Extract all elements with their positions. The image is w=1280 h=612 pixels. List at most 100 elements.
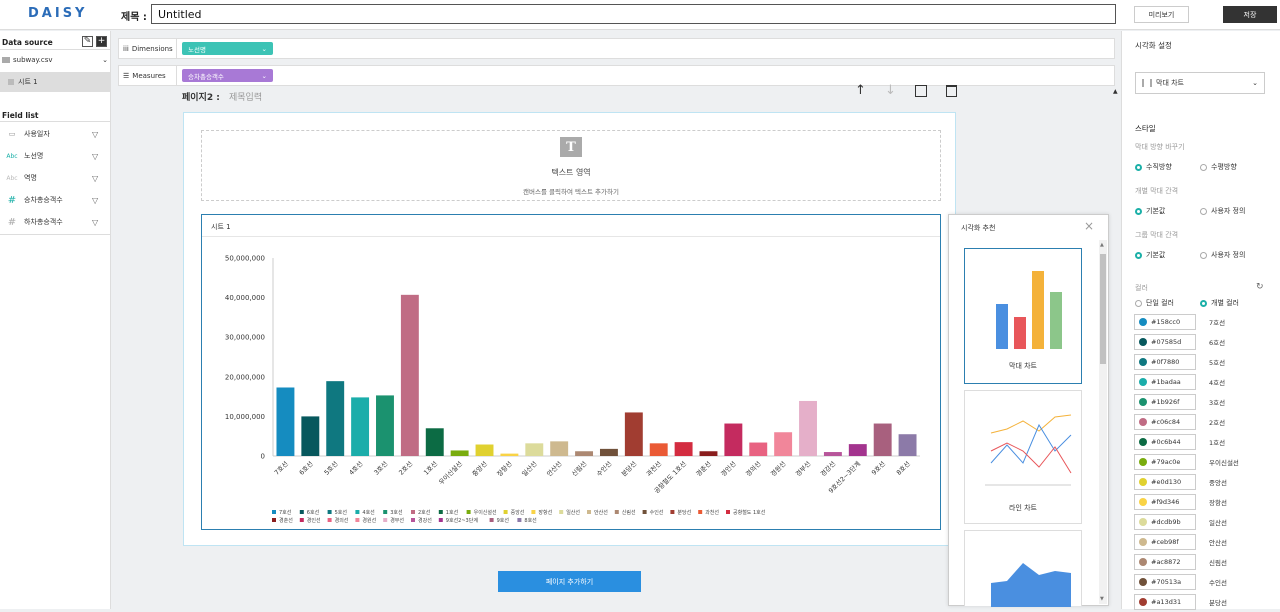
color-row[interactable]: #0f7880 5호선 <box>1134 352 1262 372</box>
color-row[interactable]: #a13d31 분당선 <box>1134 592 1262 612</box>
sheet-card[interactable] <box>201 214 941 530</box>
filter-icon[interactable]: ▽ <box>92 217 99 227</box>
thumb-bar <box>1032 271 1044 349</box>
reco-area-chart-card[interactable] <box>964 530 1082 607</box>
sheet-item[interactable]: 시트 1 <box>0 72 110 92</box>
color-swatch-input[interactable]: #f9d346 <box>1134 494 1196 510</box>
filter-icon[interactable]: ▽ <box>92 129 99 139</box>
color-swatch-input[interactable]: #e0d130 <box>1134 474 1196 490</box>
color-swatch-input[interactable]: #dcdb9b <box>1134 514 1196 530</box>
reco-bar-chart-card[interactable]: 막대 차트 <box>964 248 1082 384</box>
color-swatch-input[interactable]: #c06c84 <box>1134 414 1196 430</box>
color-swatch-input[interactable]: #0f7880 <box>1134 354 1196 370</box>
save-button[interactable]: 저장 <box>1223 6 1277 23</box>
field-item[interactable]: Abc 노선명 ▽ <box>0 145 110 167</box>
preview-button[interactable]: 미리보기 <box>1134 6 1189 23</box>
chevron-down-icon[interactable]: ⌄ <box>261 44 267 53</box>
add-page-button[interactable]: 페이지 추가하기 <box>498 571 641 592</box>
measure-pill[interactable]: 승차총승객수 ⌄ <box>182 69 273 82</box>
color-row[interactable]: #1badaa 4호선 <box>1134 372 1262 392</box>
color-series-label: 2호선 <box>1209 419 1226 427</box>
chevron-down-icon[interactable]: ⌄ <box>102 56 108 64</box>
y-tick-label: 10,000,000 <box>225 413 265 421</box>
field-item[interactable]: # 하차총승객수 ▽ <box>0 211 110 233</box>
color-row[interactable]: #e0d130 중앙선 <box>1134 472 1262 492</box>
vertical-radio[interactable]: 수직방향 <box>1135 162 1172 172</box>
bar <box>475 444 494 456</box>
color-swatch-input[interactable]: #158cc0 <box>1134 314 1196 330</box>
arrow-down-icon[interactable]: ↓ <box>885 83 896 98</box>
field-item[interactable]: # 승차총승객수 ▽ <box>0 189 110 211</box>
file-item[interactable]: subway.csv ⌄ <box>2 56 108 64</box>
color-swatch-input[interactable]: #79ac0e <box>1134 454 1196 470</box>
x-tick-label: 안산선 <box>545 459 564 478</box>
page-title-input[interactable]: 제목입력 <box>229 93 263 103</box>
filter-icon[interactable]: ▽ <box>92 151 99 161</box>
group-gap-custom-radio[interactable]: 사용자 정의 <box>1200 250 1245 260</box>
color-swatch-input[interactable]: #ac8872 <box>1134 554 1196 570</box>
filter-icon[interactable]: ▽ <box>92 195 99 205</box>
color-row[interactable]: #ceb98f 안산선 <box>1134 532 1262 552</box>
bar <box>774 432 793 456</box>
color-row[interactable]: #ac8872 신림선 <box>1134 552 1262 572</box>
chevron-down-icon[interactable]: ⌄ <box>1252 79 1258 87</box>
field-item[interactable]: Abc 역명 ▽ <box>0 167 110 189</box>
color-row[interactable]: #0c6b44 1호선 <box>1134 432 1262 452</box>
y-tick-label: 40,000,000 <box>225 294 265 302</box>
bars-icon: iii <box>123 44 129 53</box>
scroll-down-icon[interactable]: ▼ <box>1100 596 1104 602</box>
bar-gap-custom-radio[interactable]: 사용자 정의 <box>1200 206 1245 216</box>
color-row[interactable]: #1b926f 3호선 <box>1134 392 1262 412</box>
add-datasource-icon[interactable]: + <box>96 36 107 47</box>
color-row[interactable]: #07585d 6호선 <box>1134 332 1262 352</box>
title-input[interactable] <box>151 4 1116 24</box>
legend-swatch <box>642 510 647 514</box>
scroll-up-icon[interactable]: ▲ <box>1113 88 1118 95</box>
horizontal-radio[interactable]: 수평방향 <box>1200 162 1237 172</box>
trash-icon[interactable] <box>946 85 957 97</box>
color-swatch-input[interactable]: #70513a <box>1134 574 1196 590</box>
group-gap-default-radio[interactable]: 기본값 <box>1135 250 1165 260</box>
edit-datasource-icon[interactable]: ✎ <box>82 36 93 47</box>
legend-swatch <box>355 518 360 522</box>
scrollbar-track[interactable] <box>1099 240 1107 604</box>
each-color-radio[interactable]: 개별 컬러 <box>1200 298 1239 308</box>
chart-type-select[interactable]: 막대 차트 ⌄ <box>1135 72 1265 94</box>
chevron-down-icon[interactable]: ⌄ <box>261 71 267 80</box>
text-area[interactable] <box>201 130 941 201</box>
legend-swatch <box>517 518 522 522</box>
close-icon[interactable]: × <box>1084 219 1095 233</box>
reco-line-chart-card[interactable]: 라인 차트 <box>964 390 1082 524</box>
bar-chart-thumbnail <box>996 271 1062 349</box>
bar <box>649 443 668 456</box>
dimension-pill[interactable]: 노선명 ⌄ <box>182 42 273 55</box>
x-tick-label: 장항선 <box>495 459 514 478</box>
x-tick-label: 4호선 <box>347 459 365 477</box>
color-swatch-input[interactable]: #ceb98f <box>1134 534 1196 550</box>
arrow-up-icon[interactable]: ↑ <box>855 83 866 98</box>
scroll-up-icon[interactable]: ▲ <box>1100 242 1104 248</box>
field-item[interactable]: ▭ 사용일자 ▽ <box>0 123 110 145</box>
color-row[interactable]: #70513a 수인선 <box>1134 572 1262 592</box>
color-swatch-input[interactable]: #07585d <box>1134 334 1196 350</box>
filter-icon[interactable]: ▽ <box>92 173 99 183</box>
color-hex: #c06c84 <box>1151 418 1181 426</box>
color-row[interactable]: #f9d346 장항선 <box>1134 492 1262 512</box>
color-row[interactable]: #c06c84 2호선 <box>1134 412 1262 432</box>
layout-icon[interactable] <box>915 85 927 97</box>
single-color-radio[interactable]: 단일 컬러 <box>1135 298 1174 308</box>
title-label: 제목 : <box>121 12 147 23</box>
color-row[interactable]: #158cc0 7호선 <box>1134 312 1262 332</box>
refresh-icon[interactable]: ↻ <box>1256 282 1264 292</box>
color-swatch-input[interactable]: #1b926f <box>1134 394 1196 410</box>
color-row[interactable]: #79ac0e 우이신설선 <box>1134 452 1262 472</box>
folder-icon <box>2 57 10 63</box>
text-area-subtitle: 캔버스를 클릭하여 텍스트 추가하기 <box>523 188 619 196</box>
color-swatch-input[interactable]: #1badaa <box>1134 374 1196 390</box>
legend-swatch <box>411 518 415 522</box>
color-swatch-input[interactable]: #0c6b44 <box>1134 434 1196 450</box>
color-row[interactable]: #dcdb9b 일산선 <box>1134 512 1262 532</box>
color-swatch-input[interactable]: #a13d31 <box>1134 594 1196 610</box>
scrollbar-thumb[interactable] <box>1100 254 1106 364</box>
bar-gap-default-radio[interactable]: 기본값 <box>1135 206 1165 216</box>
